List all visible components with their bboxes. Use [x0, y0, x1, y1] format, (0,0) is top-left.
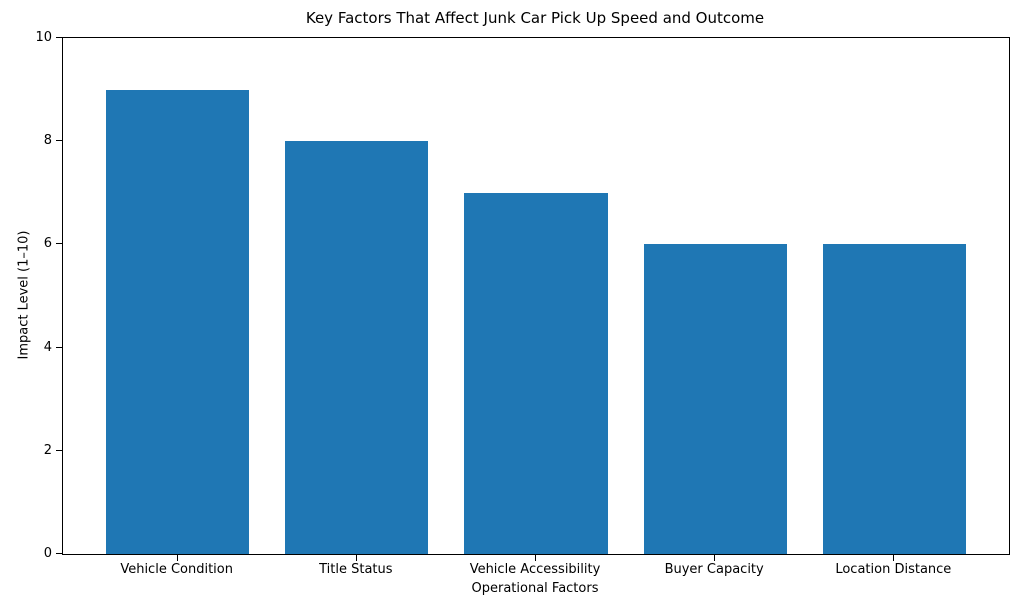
- y-tick-label-10: 10: [35, 30, 52, 45]
- y-tick-label-8: 8: [43, 133, 52, 149]
- x-tick-label-1: Title Status: [319, 562, 393, 577]
- bar-0: [106, 89, 250, 554]
- bar-2: [464, 192, 608, 554]
- bar-1: [285, 141, 429, 554]
- y-tick-mark-2: [56, 449, 62, 451]
- chart-title: Key Factors That Affect Junk Car Pick Up…: [305, 9, 765, 27]
- bar-4: [822, 244, 966, 554]
- y-tick-label-4: 4: [43, 339, 52, 355]
- x-tick-mark-0: [176, 555, 178, 561]
- y-tick-mark-4: [56, 346, 62, 348]
- x-tick-mark-4: [893, 555, 895, 561]
- y-tick-mark-8: [56, 140, 62, 142]
- x-tick-mark-2: [535, 555, 536, 561]
- x-axis-label: Operational Factors: [471, 581, 599, 596]
- y-tick-mark-6: [56, 243, 62, 245]
- bar-3: [643, 244, 787, 554]
- x-tick-label-3: Buyer Capacity: [664, 562, 764, 577]
- y-tick-mark-10: [56, 37, 62, 38]
- plot-area: [62, 37, 1010, 555]
- y-tick-label-6: 6: [43, 236, 52, 252]
- x-tick-mark-1: [355, 555, 357, 561]
- x-tick-label-0: Vehicle Condition: [120, 562, 233, 577]
- y-tick-label-2: 2: [43, 442, 52, 458]
- y-tick-mark-0: [56, 553, 62, 554]
- y-tick-label-0: 0: [43, 546, 52, 561]
- x-tick-label-2: Vehicle Accessibility: [469, 562, 601, 577]
- x-tick-label-4: Location Distance: [835, 562, 952, 577]
- x-tick-mark-3: [714, 555, 716, 561]
